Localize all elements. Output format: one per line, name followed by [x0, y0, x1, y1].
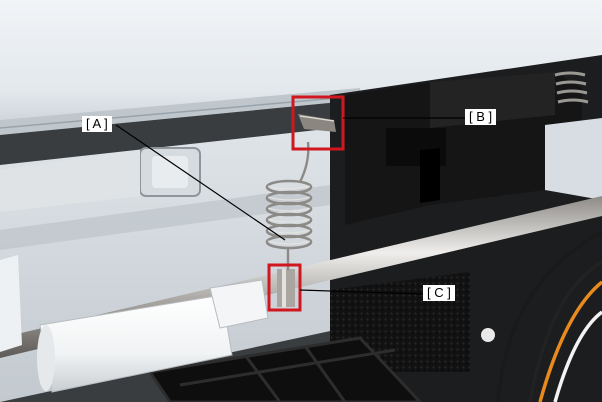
leader-line-a [115, 124, 286, 241]
highlight-box-c [267, 263, 302, 312]
callout-label-a: [ A ] [82, 116, 112, 132]
callout-label-c: [ C ] [423, 285, 455, 301]
leader-line-c [299, 289, 424, 295]
highlight-box-b [291, 95, 345, 151]
callout-label-b: [ B ] [465, 109, 497, 125]
